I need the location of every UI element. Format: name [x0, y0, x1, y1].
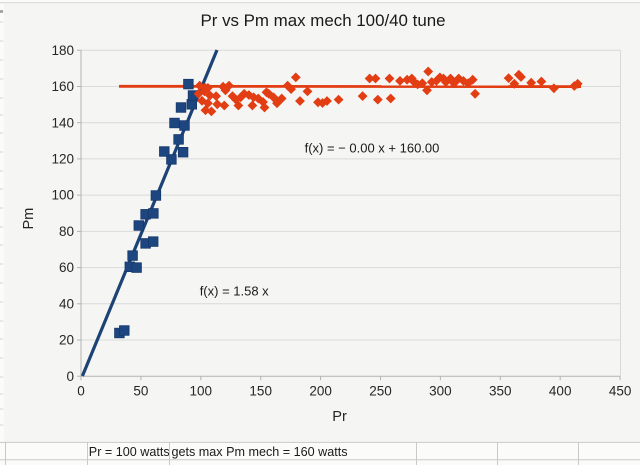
- svg-text:300: 300: [429, 384, 452, 399]
- svg-text:120: 120: [51, 152, 74, 167]
- svg-text:Pr = 100 watts: Pr = 100 watts: [89, 445, 170, 459]
- svg-text:180: 180: [51, 43, 74, 58]
- svg-text:100: 100: [51, 188, 74, 203]
- svg-text:60: 60: [59, 260, 74, 275]
- svg-text:50: 50: [133, 384, 148, 399]
- svg-text:140: 140: [51, 115, 74, 130]
- svg-text:80: 80: [59, 224, 74, 239]
- svg-text:Pr vs Pm max mech 100/40 tune: Pr vs Pm max mech 100/40 tune: [200, 11, 445, 30]
- svg-text:gets max Pm mech = 160 watts: gets max Pm mech = 160 watts: [172, 445, 348, 459]
- svg-text:40: 40: [59, 296, 74, 311]
- svg-text:450: 450: [609, 384, 632, 399]
- svg-text:0: 0: [66, 369, 74, 384]
- svg-text:350: 350: [489, 384, 512, 399]
- svg-text:150: 150: [249, 384, 272, 399]
- svg-text:0: 0: [77, 384, 85, 399]
- svg-text:100: 100: [190, 384, 213, 399]
- svg-text:f(x) = − 0.00 x + 160.00: f(x) = − 0.00 x + 160.00: [305, 141, 440, 156]
- svg-text:Pm: Pm: [21, 208, 37, 230]
- svg-text:f(x) = 1.58 x: f(x) = 1.58 x: [200, 284, 269, 299]
- svg-text:400: 400: [549, 384, 572, 399]
- svg-text:160: 160: [51, 79, 74, 94]
- svg-text:20: 20: [59, 333, 74, 348]
- svg-text:Pr: Pr: [332, 409, 347, 425]
- svg-text:200: 200: [309, 384, 332, 399]
- svg-text:250: 250: [369, 384, 392, 399]
